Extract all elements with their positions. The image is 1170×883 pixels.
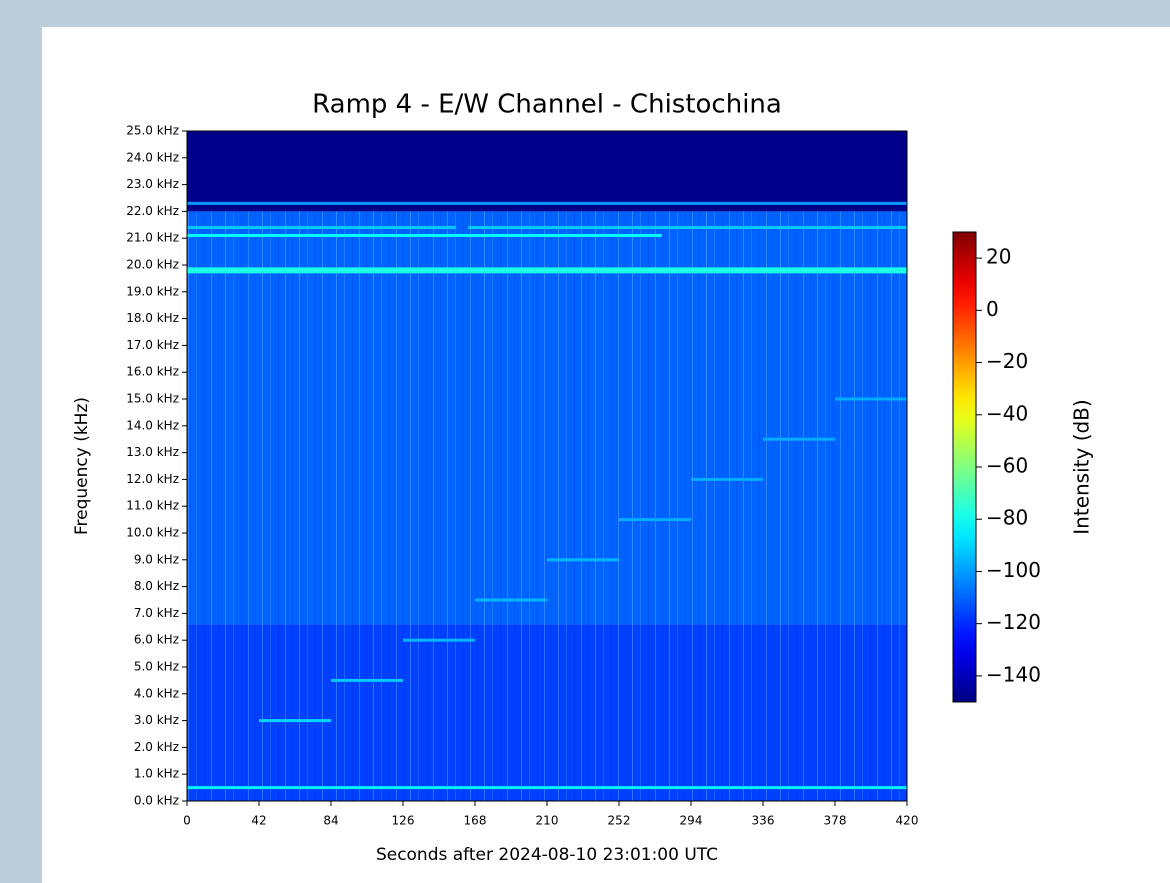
intensity-band: [187, 131, 907, 212]
y-tick-label: 4.0 kHz: [134, 686, 179, 700]
tone-line: [187, 786, 907, 790]
x-tick-label: 336: [752, 814, 775, 828]
tone-line: [403, 638, 475, 642]
colorbar-tick-label: 0: [986, 297, 999, 321]
colorbar-tick-label: −100: [986, 558, 1041, 582]
tone-line: [259, 719, 331, 723]
plot-area: [187, 131, 907, 801]
x-tick-label: 126: [392, 814, 415, 828]
y-tick-label: 16.0 kHz: [126, 365, 179, 379]
x-tick-label: 0: [183, 814, 191, 828]
x-tick-label: 84: [323, 814, 338, 828]
y-tick-label: 23.0 kHz: [126, 177, 179, 191]
colorbar-tick-label: −80: [986, 506, 1028, 530]
tone-line: [691, 477, 763, 481]
y-tick-label: 20.0 kHz: [126, 258, 179, 272]
x-tick-label: 210: [536, 814, 559, 828]
tone-line: [187, 225, 457, 229]
y-tick-label: 7.0 kHz: [134, 606, 179, 620]
tone-line: [468, 225, 907, 229]
tone-line: [547, 558, 619, 562]
y-tick-label: 5.0 kHz: [134, 660, 179, 674]
colorbar-tick-label: −20: [986, 349, 1028, 373]
y-tick-label: 11.0 kHz: [126, 499, 179, 513]
colorbar-tick-label: −140: [986, 662, 1041, 686]
y-tick-label: 25.0 kHz: [126, 124, 179, 138]
y-tick-label: 13.0 kHz: [126, 445, 179, 459]
y-tick-label: 9.0 kHz: [134, 552, 179, 566]
y-tick-label: 6.0 kHz: [134, 633, 179, 647]
y-tick-label: 1.0 kHz: [134, 767, 179, 781]
colorbar-label: Intensity (dB): [1070, 399, 1094, 534]
x-tick-label: 378: [824, 814, 847, 828]
tone-line: [619, 518, 691, 522]
tone-line: [187, 267, 907, 274]
tone-line: [475, 598, 547, 602]
y-tick-label: 24.0 kHz: [126, 150, 179, 164]
x-tick-label: 42: [251, 814, 266, 828]
x-tick-label: 420: [896, 814, 919, 828]
colorbar-tick-label: −120: [986, 610, 1041, 634]
y-tick-label: 8.0 kHz: [134, 579, 179, 593]
x-tick-label: 252: [608, 814, 631, 828]
y-axis-label: Frequency (kHz): [72, 397, 92, 535]
tone-line: [763, 437, 835, 441]
colorbar: [952, 231, 977, 703]
y-tick-label: 17.0 kHz: [126, 338, 179, 352]
y-tick-label: 12.0 kHz: [126, 472, 179, 486]
y-tick-label: 14.0 kHz: [126, 418, 179, 432]
chart-title: Ramp 4 - E/W Channel - Chistochina: [312, 90, 782, 120]
x-tick-label: 168: [464, 814, 487, 828]
y-tick-label: 2.0 kHz: [134, 740, 179, 754]
tone-line: [187, 201, 907, 205]
colorbar-tick-label: 20: [986, 245, 1011, 269]
noise-texture: [187, 211, 907, 801]
colorbar-tick-label: −60: [986, 454, 1028, 478]
y-tick-label: 15.0 kHz: [126, 392, 179, 406]
y-tick-label: 22.0 kHz: [126, 204, 179, 218]
tone-line: [835, 397, 907, 401]
y-tick-label: 19.0 kHz: [126, 284, 179, 298]
tone-line: [331, 678, 403, 682]
tone-line: [187, 234, 662, 238]
x-tick-label: 294: [680, 814, 703, 828]
y-tick-label: 18.0 kHz: [126, 311, 179, 325]
x-axis-label: Seconds after 2024-08-10 23:01:00 UTC: [376, 845, 718, 865]
y-tick-label: 0.0 kHz: [134, 794, 179, 808]
y-tick-label: 3.0 kHz: [134, 713, 179, 727]
y-tick-label: 10.0 kHz: [126, 526, 179, 540]
y-tick-label: 21.0 kHz: [126, 231, 179, 245]
colorbar-tick-label: −40: [986, 401, 1028, 425]
